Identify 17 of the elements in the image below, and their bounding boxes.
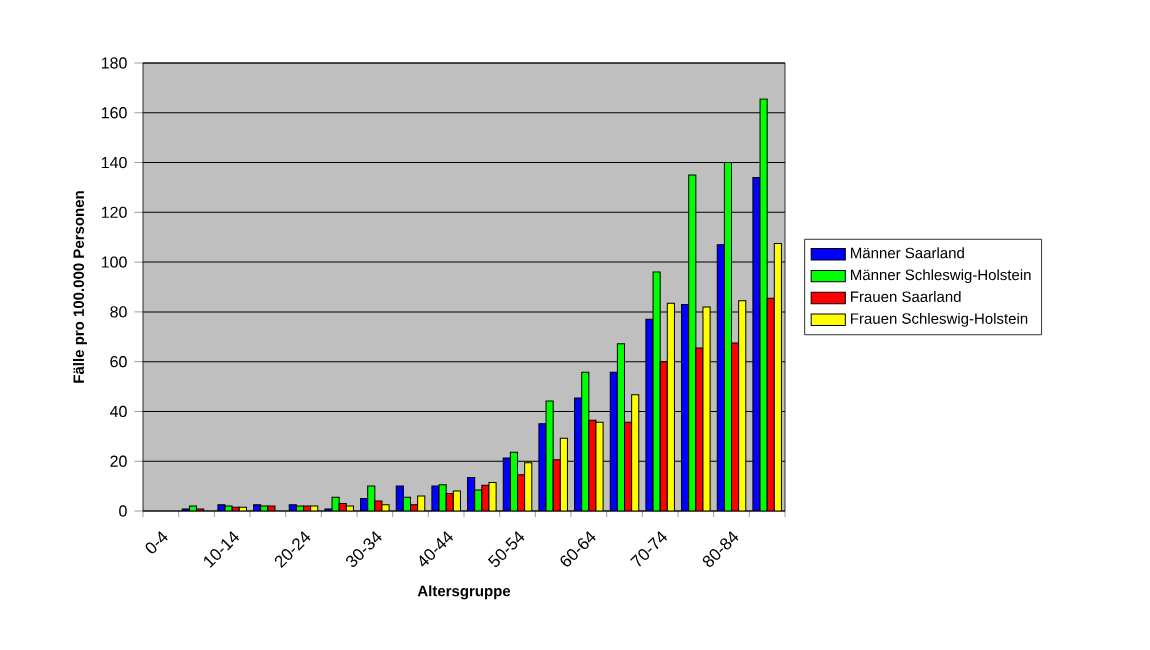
x-tick-label: 0-4 xyxy=(145,531,168,554)
y-tick-label: 140 xyxy=(101,156,127,169)
legend-label: Männer Saarland xyxy=(851,247,964,259)
y-tick-label: 80 xyxy=(110,306,127,318)
y-tick-label: 20 xyxy=(110,455,127,467)
legend-label: Männer Schleswig-Holstein xyxy=(851,269,1031,284)
y-axis-title: Fälle pro 100.000 Personen xyxy=(73,191,87,383)
y-tick-label: 40 xyxy=(109,405,127,418)
y-tick-label: 160 xyxy=(101,107,127,119)
y-tick-label: 120 xyxy=(101,206,127,218)
y-tick-label: 0 xyxy=(119,505,127,517)
y-tick-label: 180 xyxy=(101,57,127,69)
legend-label: Frauen Saarland xyxy=(851,291,961,303)
legend-label: Frauen Schleswig-Holstein xyxy=(851,312,1028,327)
y-tick-label: 60 xyxy=(110,356,127,368)
x-axis-title: Altersgruppe xyxy=(417,585,511,600)
y-tick-label: 100 xyxy=(101,256,127,268)
